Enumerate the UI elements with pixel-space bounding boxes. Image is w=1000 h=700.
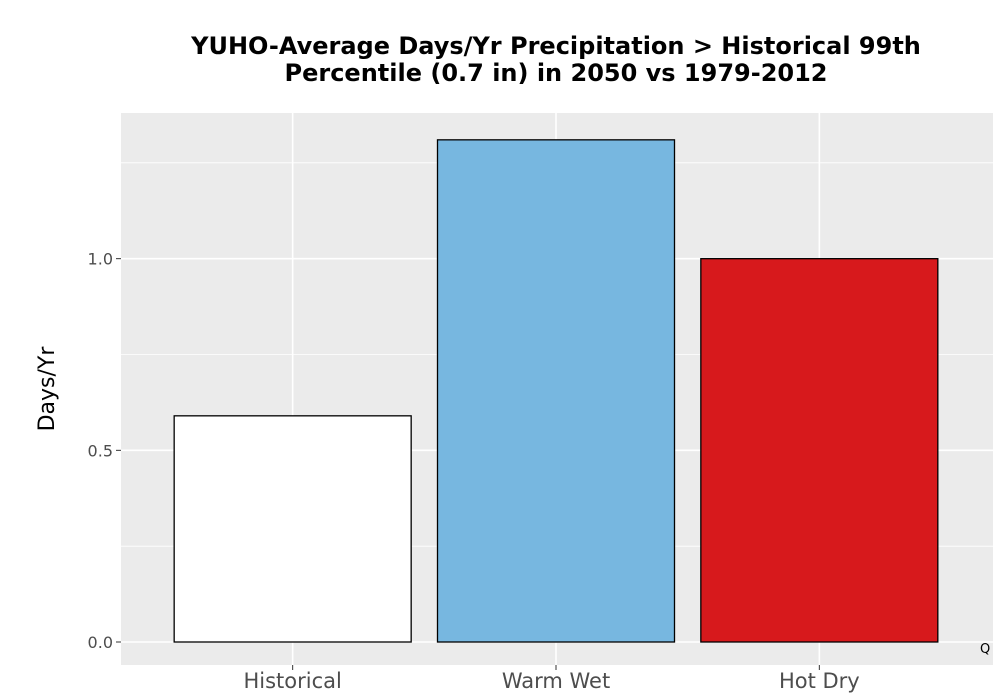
chart-title-line-2: Percentile (0.7 in) in 2050 vs 1979-2012 <box>285 59 828 87</box>
bars-group <box>173 139 939 643</box>
x-axis-ticks: Historical Warm Wet Hot Dry <box>243 665 860 693</box>
x-tick-label: Historical <box>243 669 341 693</box>
y-axis-title: Days/Yr <box>35 346 60 432</box>
y-tick-label: 1.0 <box>88 250 113 269</box>
chart-title-line-1: YUHO-Average Days/Yr Precipitation > His… <box>190 32 921 60</box>
bar-historical <box>173 415 412 643</box>
bar-warm-wet <box>436 139 676 643</box>
y-tick-label: 0.5 <box>88 441 113 460</box>
corner-note: Q <box>980 642 990 657</box>
y-axis-ticks: 0.0 0.5 1.0 <box>88 250 121 652</box>
x-tick-label: Warm Wet <box>502 669 610 693</box>
y-tick-label: 0.0 <box>88 633 113 652</box>
bar-hot-dry <box>700 258 939 643</box>
x-tick-label: Hot Dry <box>779 669 860 693</box>
